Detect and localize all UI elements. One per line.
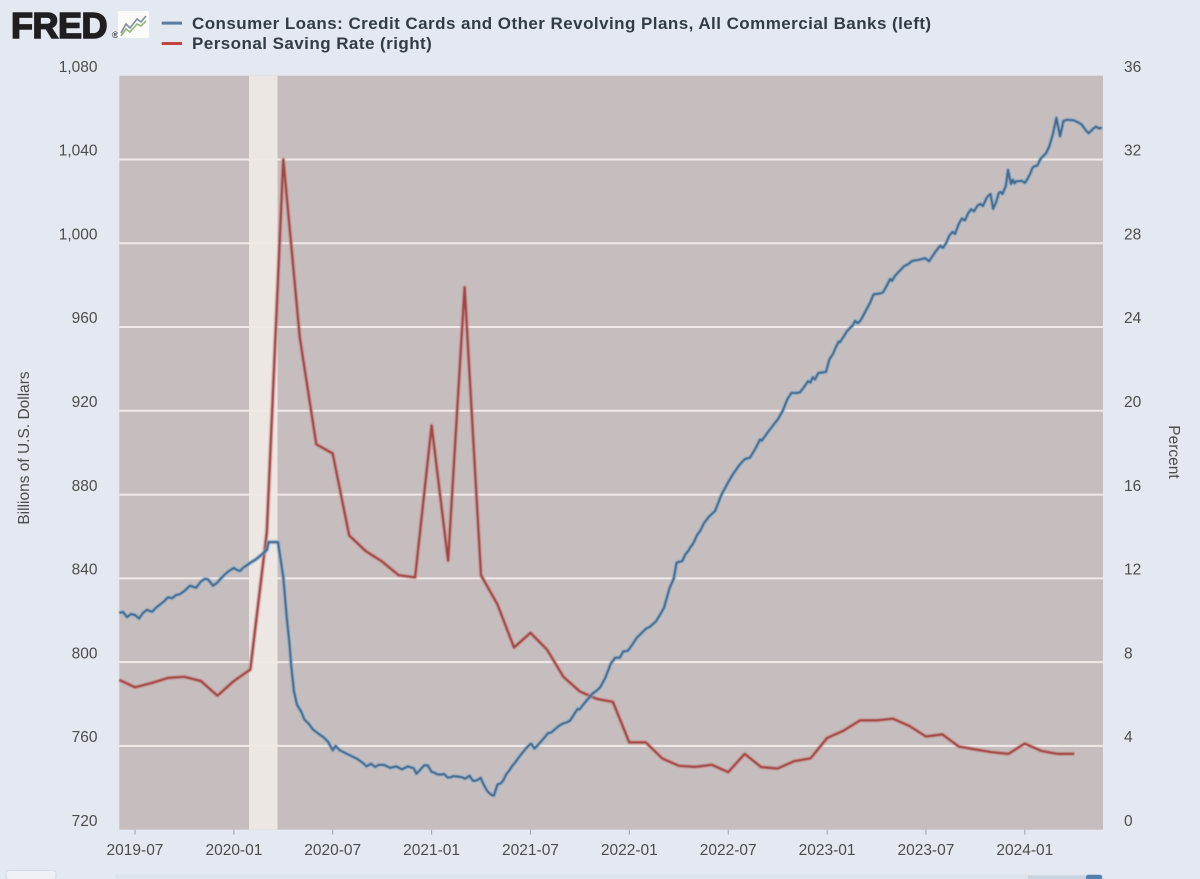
svg-text:2021-01: 2021-01 [403,842,460,859]
svg-text:2023-07: 2023-07 [897,842,954,859]
svg-text:FRED: FRED [11,5,107,46]
svg-text:12: 12 [1124,562,1141,579]
svg-text:2020-01: 2020-01 [205,842,262,859]
svg-text:8: 8 [1124,645,1133,662]
svg-text:20: 20 [1124,394,1142,411]
svg-text:720: 720 [72,813,98,830]
svg-text:1,000: 1,000 [59,227,98,244]
svg-text:0: 0 [1124,813,1133,830]
svg-text:840: 840 [72,562,98,579]
svg-text:1,080: 1,080 [59,59,98,76]
svg-text:2019-07: 2019-07 [107,842,164,859]
svg-text:Consumer Loans: Credit Cards a: Consumer Loans: Credit Cards and Other R… [192,14,932,33]
svg-text:16: 16 [1124,478,1141,495]
svg-text:1,040: 1,040 [59,143,98,160]
svg-text:800: 800 [72,645,98,662]
svg-text:36: 36 [1124,59,1141,76]
svg-text:Personal Saving Rate (right): Personal Saving Rate (right) [192,34,432,53]
svg-text:Billions of U.S. Dollars: Billions of U.S. Dollars [16,371,33,525]
svg-text:2024-01: 2024-01 [996,842,1053,859]
svg-text:880: 880 [72,478,98,495]
svg-text:®: ® [112,30,119,40]
svg-text:920: 920 [72,394,98,411]
svg-text:2021-07: 2021-07 [502,842,559,859]
svg-text:760: 760 [72,729,98,746]
svg-text:960: 960 [72,310,98,327]
svg-text:2022-07: 2022-07 [700,842,757,859]
svg-text:32: 32 [1124,143,1141,160]
svg-text:28: 28 [1124,227,1141,244]
svg-text:2023-01: 2023-01 [799,842,856,859]
svg-text:Percent: Percent [1165,425,1182,479]
svg-text:2022-01: 2022-01 [601,842,658,859]
svg-text:2020-07: 2020-07 [304,842,361,859]
svg-text:24: 24 [1124,310,1142,327]
svg-text:4: 4 [1124,729,1133,746]
